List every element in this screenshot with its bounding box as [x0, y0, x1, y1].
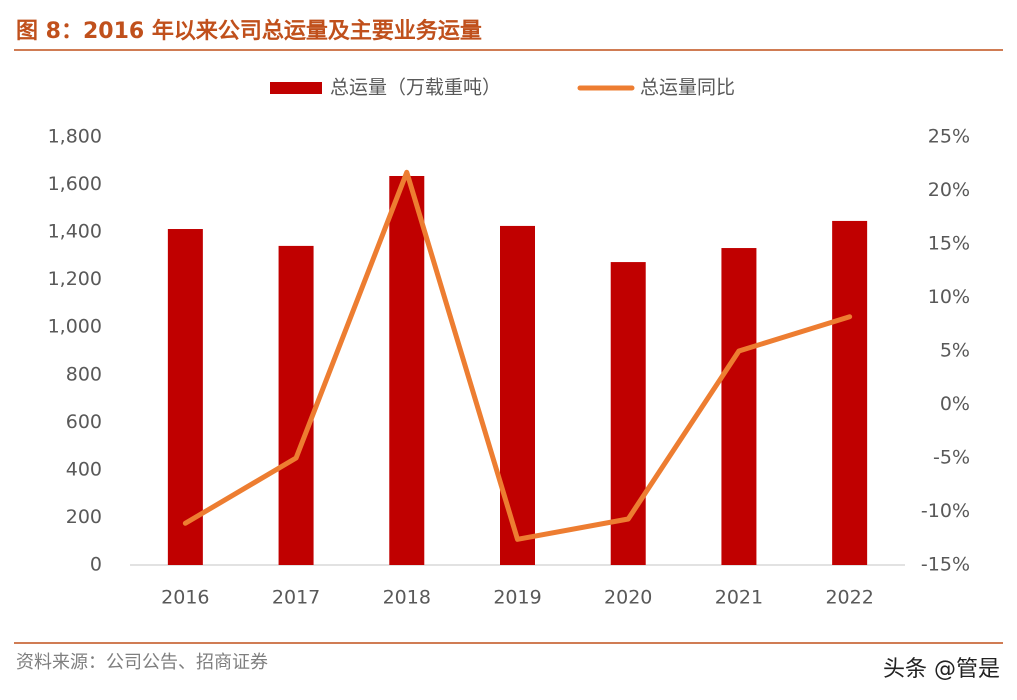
bar: [721, 248, 757, 565]
y-tick-label: 400: [66, 458, 102, 480]
y2-tick-label: -5%: [933, 447, 970, 469]
chart-title: 图 8：2016 年以来公司总运量及主要业务运量: [16, 18, 482, 44]
x-tick-label: 2019: [493, 587, 541, 609]
y-tick-label: 1,200: [48, 268, 102, 290]
legend-swatch: [270, 82, 322, 94]
y2-tick-label: 10%: [928, 286, 970, 308]
x-tick-label: 2017: [272, 587, 320, 609]
bar: [389, 175, 425, 566]
y2-tick-label: 0%: [940, 393, 970, 415]
y2-tick-label: 25%: [928, 126, 970, 148]
y2-tick-label: -10%: [921, 500, 970, 522]
x-tick-label: 2022: [825, 587, 873, 609]
y2-tick-label: 15%: [928, 233, 970, 255]
y2-tick-label: 20%: [928, 179, 970, 201]
legend-label: 总运量（万载重吨）: [330, 77, 501, 99]
y2-tick-label: -15%: [921, 554, 970, 576]
y-tick-label: 600: [66, 411, 102, 433]
bar: [167, 229, 203, 565]
watermark: 头条 @管是: [883, 657, 1000, 682]
x-tick-label: 2018: [383, 587, 431, 609]
y-tick-label: 0: [90, 554, 102, 576]
y-tick-label: 1,400: [48, 221, 102, 243]
y2-tick-label: 5%: [940, 340, 970, 362]
y-tick-label: 1,600: [48, 173, 102, 195]
x-tick-label: 2021: [715, 587, 763, 609]
bar: [278, 245, 314, 565]
x-tick-label: 2020: [604, 587, 652, 609]
bar: [500, 225, 535, 565]
y-tick-label: 1,800: [48, 126, 102, 148]
x-tick-label: 2016: [161, 587, 209, 609]
y-tick-label: 800: [66, 363, 102, 385]
legend-label: 总运量同比: [640, 77, 735, 99]
line: [182, 169, 853, 542]
y-tick-label: 200: [66, 506, 102, 528]
source: 资料来源：公司公告、招商证券: [16, 652, 268, 673]
bar: [832, 220, 868, 566]
y-tick-label: 1,000: [48, 316, 102, 338]
